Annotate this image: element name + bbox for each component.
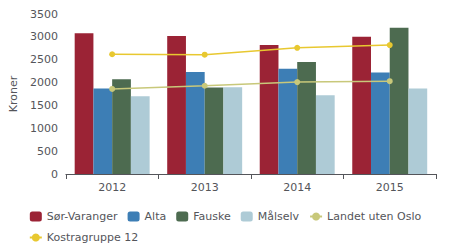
svg-text:0: 0 — [51, 168, 58, 181]
svg-text:2015: 2015 — [376, 181, 404, 194]
svg-text:500: 500 — [37, 145, 58, 158]
svg-text:Landet uten Oslo: Landet uten Oslo — [327, 210, 421, 223]
svg-text:2012: 2012 — [98, 181, 126, 194]
svg-text:Kostragruppe 12: Kostragruppe 12 — [47, 231, 138, 244]
svg-text:Alta: Alta — [145, 210, 167, 223]
svg-text:3000: 3000 — [30, 30, 58, 43]
svg-text:1500: 1500 — [30, 99, 58, 112]
svg-text:3500: 3500 — [30, 8, 58, 21]
svg-text:2000: 2000 — [30, 76, 58, 89]
svg-text:2500: 2500 — [30, 53, 58, 66]
svg-text:1000: 1000 — [30, 122, 58, 135]
svg-text:2014: 2014 — [283, 181, 311, 194]
svg-text:Kroner: Kroner — [7, 75, 20, 112]
svg-text:Fauske: Fauske — [193, 210, 231, 223]
svg-text:Sør-Varanger: Sør-Varanger — [47, 210, 118, 223]
svg-text:Målselv: Målselv — [258, 210, 300, 223]
svg-text:2013: 2013 — [191, 181, 219, 194]
